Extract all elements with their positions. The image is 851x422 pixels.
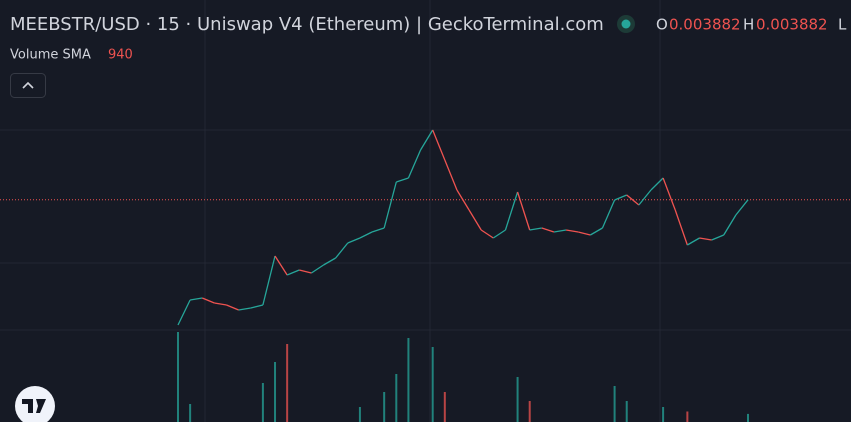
price-segment — [662, 177, 676, 211]
price-segment — [371, 227, 385, 233]
price-segment — [177, 299, 191, 326]
plot — [0, 129, 851, 422]
volume-bar — [358, 407, 361, 422]
price-segment — [335, 242, 349, 259]
price-segment — [286, 269, 300, 276]
price-segment — [565, 229, 579, 233]
price-segment — [226, 304, 239, 311]
ohlc-label: L — [838, 16, 847, 34]
price-segment — [553, 229, 567, 233]
price-segment — [299, 269, 312, 274]
price-segment — [383, 181, 397, 229]
price-segment — [626, 194, 640, 206]
chart-title: MEEBSTR/USD · 15 · Uniswap V4 (Ethereum)… — [10, 14, 604, 35]
volume-bar — [383, 392, 386, 422]
volume-bar — [395, 374, 398, 422]
volume-bar — [528, 401, 531, 422]
status-dot — [621, 19, 631, 29]
price-segment — [444, 159, 458, 191]
price-segment — [590, 227, 603, 236]
tv-logo-mark — [22, 399, 46, 413]
price-segment — [456, 189, 470, 211]
volume-bar — [189, 404, 192, 422]
price-segment — [723, 214, 737, 236]
price-segment — [311, 264, 324, 274]
price-segment — [359, 231, 373, 239]
price-segment — [250, 304, 264, 309]
price-segment — [504, 191, 519, 231]
volume-bar — [686, 411, 689, 422]
price-segment — [529, 227, 542, 231]
ohlc-value: 0.003882 — [756, 16, 828, 34]
price-segment — [419, 129, 434, 151]
volume-bar — [625, 401, 628, 422]
ohlc-label: H — [743, 16, 754, 34]
price-segment — [699, 237, 712, 241]
price-segment — [407, 149, 422, 179]
collapse-button[interactable] — [10, 73, 46, 98]
price-segment — [480, 229, 494, 239]
volume-bar — [407, 338, 410, 422]
price-segment — [614, 194, 627, 201]
price-segment — [202, 297, 215, 304]
volume-bar — [177, 332, 179, 422]
price-segment — [190, 297, 203, 301]
volume-bar — [261, 383, 264, 422]
volume-bar — [443, 392, 446, 422]
volume-bar — [274, 362, 277, 422]
price-segment — [638, 189, 652, 206]
price-segment — [541, 227, 555, 233]
price-segment — [274, 255, 288, 276]
price-segment — [735, 199, 749, 216]
indicator-name: Volume SMA — [10, 48, 91, 63]
volume-bar — [662, 407, 665, 422]
price-segment — [432, 129, 446, 161]
price-segment — [396, 177, 409, 183]
volume-bar — [613, 386, 616, 422]
ohlc-label: O — [656, 16, 668, 34]
ohlc-value: 0.003882 — [669, 16, 741, 34]
volume-bar — [747, 413, 749, 422]
chevron-icon — [22, 81, 34, 89]
price-segment — [323, 257, 336, 266]
price-segment — [347, 237, 361, 244]
price-segment — [674, 209, 688, 246]
volume-bar — [286, 344, 289, 422]
price-segment — [650, 177, 664, 191]
price-segment — [262, 255, 276, 306]
price-segment — [492, 229, 506, 239]
price-segment — [468, 209, 482, 231]
indicator-value: 940 — [108, 48, 133, 63]
price-segment — [601, 199, 616, 229]
price-segment — [687, 237, 700, 246]
volume-bar — [516, 377, 519, 422]
volume-bar — [431, 347, 434, 422]
price-segment — [516, 191, 531, 231]
tv-logo[interactable] — [15, 386, 55, 422]
price-segment — [214, 302, 227, 306]
price-segment — [711, 234, 724, 241]
price-segment — [578, 231, 591, 236]
price-segment — [238, 307, 251, 311]
